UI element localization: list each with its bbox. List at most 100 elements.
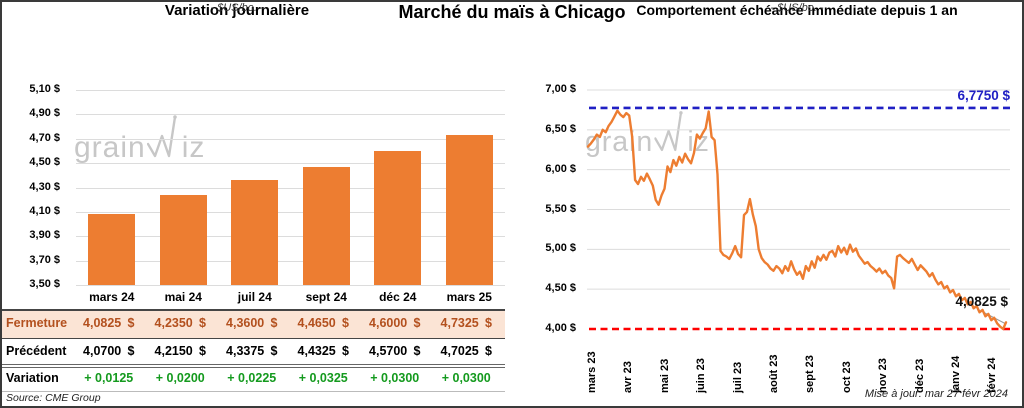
y-tick-label: 4,50 $	[545, 282, 576, 295]
gridline	[76, 236, 505, 238]
table-cell: 4,4325 $	[297, 343, 349, 358]
x-tick-label: mai 23	[658, 358, 671, 393]
y-tick-label: 3,70 $	[29, 253, 60, 266]
x-tick-label: mars 24	[89, 290, 135, 304]
gridline	[76, 187, 505, 189]
table-row: Précédent 4,0700 $ 4,2150 $ 4,3375 $ 4,4325 …	[2, 339, 505, 364]
x-tick-label: févr 24	[986, 357, 999, 393]
table-cell: 4,6000 $	[369, 316, 421, 331]
price-line	[586, 109, 1008, 331]
table-cell: 4,5700 $	[369, 343, 421, 358]
x-tick-label: déc 23	[913, 358, 926, 393]
line-chart-title: Comportement échéance immédiate depuis 1…	[636, 2, 958, 18]
gridline	[76, 114, 505, 116]
x-tick-label: déc 24	[379, 290, 417, 304]
bar	[445, 134, 493, 285]
table-row: Variation + 0,0125 + 0,0200 + 0,0225 + 0,032…	[2, 368, 505, 390]
table-cell: 4,3375 $	[226, 343, 278, 358]
x-tick-label: mars 23	[586, 351, 598, 393]
y-tick-label: 4,30 $	[29, 180, 60, 193]
source-note: Source: CME Group	[6, 392, 101, 404]
x-tick-label: juil 23	[731, 361, 744, 393]
table-border-line	[2, 364, 505, 365]
x-tick-label: avr 23	[622, 361, 635, 393]
table-cell: + 0,0200	[155, 371, 205, 385]
x-tick-label: nov 23	[877, 358, 890, 393]
row-label: Variation	[6, 371, 59, 385]
y-tick-label: 3,90 $	[29, 229, 60, 242]
y-tick-label: 4,70 $	[29, 131, 60, 144]
y-tick-label: 5,00 $	[545, 242, 576, 255]
page-title: Marché du maïs à Chicago	[398, 2, 626, 22]
bar-chart-title: Variation journalière	[164, 2, 310, 19]
table-border-line	[2, 366, 505, 368]
table-cell: 4,7025 $	[440, 343, 492, 358]
table-border-line	[2, 390, 505, 392]
table-border-line	[2, 309, 505, 311]
table-cell: 4,4650 $	[297, 316, 349, 331]
line-chart-subtitle: - $US/bo. -	[770, 2, 824, 14]
table-cell: 4,7325 $	[440, 316, 492, 331]
x-tick-label: sept 23	[804, 355, 817, 393]
last-price-label: 4,0825 $	[955, 294, 1008, 309]
bar	[88, 214, 136, 285]
table-cell: + 0,0225	[227, 371, 277, 385]
table-cell: + 0,0300	[441, 371, 491, 385]
row-label: Fermeture	[6, 316, 68, 331]
x-tick-label: mai 24	[164, 290, 202, 304]
table-cell: 4,0700 $	[83, 343, 135, 358]
y-tick-label: 5,50 $	[545, 202, 576, 215]
gridline	[76, 138, 505, 140]
table-cell: 4,3600 $	[226, 316, 278, 331]
grainwiz-watermark: grain iz	[74, 114, 206, 164]
grainwiz-watermark: grain iz	[585, 110, 710, 158]
y-tick-label: 4,50 $	[29, 156, 60, 169]
updated-note: Mise à jour: mar 27 févr 2024	[864, 388, 1008, 400]
line-chart-y-axis: 7,00 $ 6,50 $ 6,00 $ 5,50 $ 5,00 $ 4,50 $ 4,00…	[518, 2, 580, 406]
watermark-text-grain: grain	[585, 126, 654, 158]
y-tick-label: 5,10 $	[29, 83, 60, 95]
y-tick-label: 6,50 $	[545, 122, 576, 135]
bar	[231, 180, 279, 285]
y-tick-label: 6,00 $	[545, 162, 576, 175]
watermark-text-grain: grain	[74, 131, 146, 164]
gridline	[76, 163, 505, 165]
bar	[374, 150, 422, 285]
watermark-spike-icon	[654, 111, 683, 152]
gridline	[76, 211, 505, 213]
table-cell: 4,0825 $	[83, 316, 135, 331]
line-chart-plot-area	[586, 89, 1010, 331]
x-tick-label: janv 24	[950, 355, 962, 393]
y-tick-label: 7,00 $	[545, 83, 576, 95]
x-tick-label: juin 23	[695, 358, 708, 393]
bar	[302, 167, 350, 285]
gridline	[76, 90, 505, 91]
line-chart-svg	[586, 89, 1010, 331]
table-cell: + 0,0300	[370, 371, 420, 385]
gridline	[76, 260, 505, 262]
table-cell: + 0,0125	[84, 371, 134, 385]
table-cell: 4,2350 $	[154, 316, 206, 331]
y-tick-label: 4,10 $	[29, 204, 60, 217]
x-tick-label: juil 24	[237, 290, 272, 304]
watermark-text-iz: iz	[181, 131, 206, 164]
table-cell: 4,2150 $	[154, 343, 206, 358]
y-tick-label: 4,00 $	[545, 322, 576, 334]
x-tick-label: sept 24	[305, 290, 347, 304]
gridline	[76, 285, 505, 286]
bar	[159, 195, 207, 285]
x-tick-label: août 23	[768, 354, 780, 393]
table-border-line	[2, 338, 505, 339]
row-label: Précédent	[6, 343, 67, 358]
table-row: Fermeture 4,0825 $ 4,2350 $ 4,3600 $ 4,4650 …	[2, 310, 505, 338]
y-tick-label: 3,50 $	[29, 278, 60, 290]
high-reference-label: 6,7750 $	[957, 88, 1010, 103]
x-tick-label: mars 25	[446, 290, 492, 304]
bar-chart-y-axis: 5,10 $ 4,90 $ 4,70 $ 4,50 $ 4,30 $ 4,10 $ 3,90…	[2, 2, 66, 406]
watermark-text-iz: iz	[687, 126, 710, 158]
table-cell: + 0,0325	[298, 371, 348, 385]
y-tick-label: 4,90 $	[29, 107, 60, 120]
bar-chart-plot-area	[76, 90, 505, 286]
watermark-spike-icon	[146, 115, 177, 158]
